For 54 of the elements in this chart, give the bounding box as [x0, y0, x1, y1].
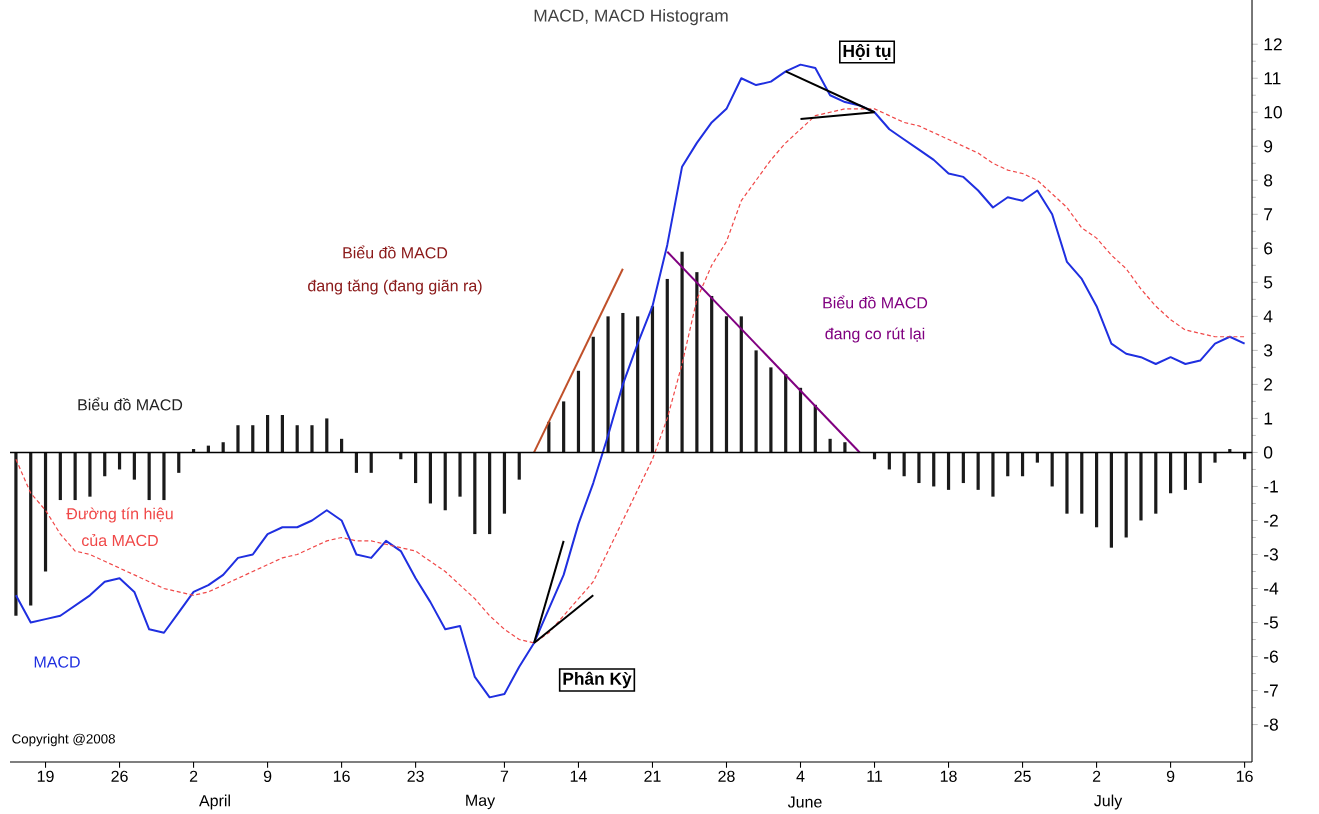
y-tick-label: 9: [1264, 140, 1273, 153]
x-tick-label: 9: [1166, 770, 1175, 782]
x-tick-label: 18: [940, 770, 957, 782]
chart-title: MACD, MACD Histogram: [534, 9, 728, 26]
x-tick-label: 11: [867, 770, 883, 782]
x-tick-label: 14: [570, 770, 587, 782]
x-tick-label: 25: [1014, 770, 1031, 782]
y-tick-label: 5: [1263, 276, 1273, 289]
y-tick-label: 0: [1263, 446, 1273, 459]
x-tick-label: 16: [333, 770, 350, 782]
annotation: Biểu đồ MACD: [78, 397, 183, 411]
annotation: Biểu đồ MACD: [823, 295, 928, 309]
annotation: Biểu đồ MACD: [343, 245, 448, 259]
annotation: Phân Kỳ: [563, 671, 632, 689]
text: June: [787, 796, 822, 808]
text: July: [1094, 794, 1123, 810]
y-tick-label: 11: [1264, 72, 1281, 85]
y-tick-label: 8: [1264, 174, 1273, 187]
x-tick-label: 28: [718, 770, 735, 782]
y-tick-label: 10: [1264, 106, 1282, 119]
y-tick-label: 6: [1264, 242, 1273, 255]
y-tick-label: 12: [1264, 38, 1282, 51]
y-tick-label: -6: [1264, 650, 1278, 663]
x-tick-label: 4: [796, 770, 805, 782]
annotation: đang co rút lại: [825, 327, 925, 343]
y-tick-label: -3: [1264, 548, 1278, 561]
y-tick-label: -7: [1264, 684, 1278, 697]
x-tick-label: 19: [37, 770, 54, 782]
text: May: [466, 794, 496, 810]
x-tick-label: 23: [407, 770, 424, 782]
y-tick-label: -2: [1264, 514, 1278, 527]
y-tick-label: -8: [1264, 718, 1278, 731]
x-tick-label: 2: [1092, 770, 1101, 782]
y-tick-label: -1: [1264, 480, 1278, 493]
x-tick-label: 21: [644, 770, 661, 782]
text: April: [199, 794, 230, 810]
x-tick-label: 16: [1236, 770, 1253, 782]
y-tick-label: -5: [1264, 616, 1278, 629]
annotation: Hội tụ: [843, 43, 891, 61]
x-tick-label: 9: [263, 770, 272, 782]
x-tick-label: 7: [500, 770, 509, 782]
annotation: Đường tín hiệu: [66, 507, 173, 523]
y-tick-label: 1: [1264, 412, 1273, 425]
y-tick-label: 2: [1264, 378, 1273, 391]
y-tick-label: 4: [1263, 310, 1273, 323]
y-tick-label: 3: [1263, 344, 1273, 357]
y-tick-label: 7: [1264, 208, 1273, 221]
x-tick-label: 26: [111, 770, 128, 782]
y-tick-label: -4: [1264, 582, 1279, 595]
annotation: của MACD: [82, 533, 158, 547]
annotation: MACD: [34, 656, 80, 668]
annotation: Copyright @2008: [12, 733, 115, 747]
annotation: đang tăng (đang giãn ra): [308, 279, 482, 295]
x-tick-label: 2: [189, 770, 198, 782]
